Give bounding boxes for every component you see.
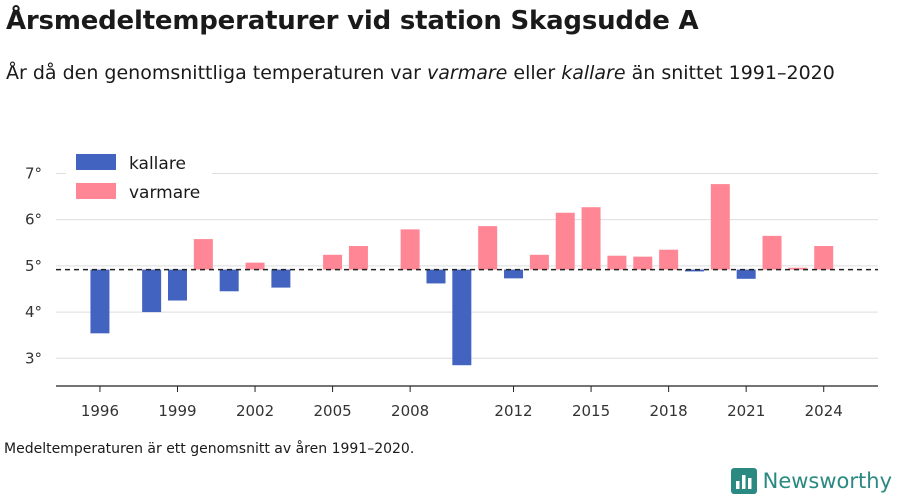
x-tick-label: 2002 bbox=[236, 402, 274, 420]
x-tick-label: 2021 bbox=[727, 402, 765, 420]
subtitle-text-2: eller bbox=[507, 62, 562, 84]
brand-name: Newsworthy bbox=[762, 469, 892, 493]
x-tick-label: 1996 bbox=[81, 402, 119, 420]
bar-1999 bbox=[167, 269, 187, 301]
subtitle-warm-word: varmare bbox=[427, 62, 508, 84]
bar-2005 bbox=[323, 254, 343, 270]
y-tick-label: 6° bbox=[25, 211, 42, 229]
bar-2018 bbox=[659, 249, 679, 270]
bar-2009 bbox=[426, 269, 446, 284]
bar-2021 bbox=[736, 269, 756, 279]
x-tick-label: 1999 bbox=[158, 402, 196, 420]
x-axis-ticks: 1996 1999 2002 2005 2008 2012 2015 2018 2021 2024 bbox=[81, 386, 843, 420]
subtitle-text-3: än snittet 1991–2020 bbox=[625, 62, 835, 84]
y-tick-label: 7° bbox=[25, 164, 42, 182]
bar-2012 bbox=[504, 269, 524, 279]
bar-2017 bbox=[633, 256, 653, 270]
subtitle-text-1: År då den genomsnittliga temperaturen va… bbox=[6, 62, 428, 84]
legend-label-kallare: kallare bbox=[129, 154, 186, 174]
bar-2006 bbox=[348, 246, 368, 270]
y-axis-ticks: 3° 4° 5° 6° 7° bbox=[25, 164, 42, 367]
chart-title: Årsmedeltemperaturer vid station Skagsud… bbox=[6, 6, 699, 36]
y-tick-label: 5° bbox=[25, 257, 42, 275]
x-tick-label: 2024 bbox=[805, 402, 843, 420]
legend-swatch-kallare bbox=[76, 154, 116, 170]
y-tick-label: 4° bbox=[25, 303, 42, 321]
newsworthy-logo-icon bbox=[730, 468, 757, 494]
bar-2016 bbox=[607, 255, 627, 270]
bar-2022 bbox=[762, 235, 782, 270]
bar-2023 bbox=[788, 267, 808, 270]
bar-chart: 3° 4° 5° 6° 7° 1996 1999 2002 2005 2008 2012 2015 2… bbox=[25, 146, 878, 420]
x-tick-label: 2015 bbox=[572, 402, 610, 420]
y-tick-label: 3° bbox=[25, 349, 42, 367]
legend-swatch-varmare bbox=[76, 183, 116, 199]
legend-label-varmare: varmare bbox=[129, 183, 200, 203]
bar-2008 bbox=[400, 229, 420, 270]
bar-2001 bbox=[219, 269, 239, 292]
bar-2000 bbox=[193, 239, 213, 270]
brand: Newsworthy bbox=[730, 468, 892, 494]
footnote: Medeltemperaturen är ett genomsnitt av å… bbox=[4, 441, 415, 457]
bar-2011 bbox=[478, 226, 498, 270]
bar-2019 bbox=[684, 269, 704, 272]
bars bbox=[90, 184, 834, 366]
bar-2015 bbox=[581, 207, 601, 270]
bar-2010 bbox=[452, 269, 472, 366]
legend: kallare varmare bbox=[66, 146, 212, 208]
bar-1998 bbox=[142, 269, 162, 313]
bar-2020 bbox=[710, 184, 730, 270]
bar-2003 bbox=[271, 269, 291, 288]
bar-2024 bbox=[814, 246, 834, 270]
bar-2002 bbox=[245, 262, 265, 270]
x-tick-label: 2012 bbox=[494, 402, 532, 420]
x-tick-label: 2018 bbox=[650, 402, 688, 420]
bar-2013 bbox=[529, 254, 549, 270]
bar-2014 bbox=[555, 212, 575, 270]
chart-subtitle: År då den genomsnittliga temperaturen va… bbox=[6, 57, 866, 89]
subtitle-cold-word: kallare bbox=[561, 62, 626, 84]
x-tick-label: 2005 bbox=[313, 402, 351, 420]
bar-1996 bbox=[90, 269, 110, 334]
x-tick-label: 2008 bbox=[391, 402, 429, 420]
